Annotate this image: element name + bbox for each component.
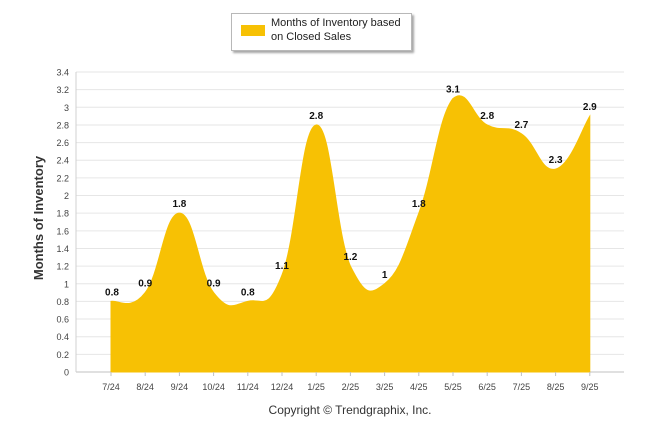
- data-label: 1.8: [412, 199, 426, 210]
- y-tick-label: 2.2: [56, 173, 69, 183]
- x-tick-label: 6/25: [478, 382, 496, 392]
- y-tick-label: 2: [64, 191, 69, 201]
- data-labels: 0.8 0.9 1.8 0.9 0.8 1.1 2.8 1.2 1 1.8 3.1 2.8 2.7 2.3…: [105, 84, 597, 298]
- y-tick-label: 0: [64, 368, 69, 378]
- y-axis-title: Months of Inventory: [31, 155, 46, 280]
- y-tick-label: 2.8: [56, 120, 69, 130]
- data-label: 0.9: [138, 279, 152, 290]
- x-tick-label: 11/24: [237, 382, 259, 392]
- x-tick-label: 5/25: [444, 382, 462, 392]
- x-tick-label: 2/25: [342, 382, 360, 392]
- x-tick-label: 8/25: [547, 382, 565, 392]
- y-tick-label: 0.6: [56, 315, 69, 325]
- x-tick-label: 3/25: [376, 382, 394, 392]
- x-tick-label: 1/25: [307, 382, 325, 392]
- data-label: 2.9: [583, 102, 597, 113]
- legend-label: Months of Inventory based on Closed Sale…: [271, 17, 401, 43]
- data-label: 2.8: [309, 111, 323, 122]
- copyright-text: Copyright © Trendgraphix, Inc.: [268, 403, 432, 417]
- y-tick-label: 1.8: [56, 209, 69, 219]
- y-tick-label: 1: [64, 279, 69, 289]
- data-label: 1.8: [172, 199, 186, 210]
- data-label: 0.9: [207, 279, 221, 290]
- y-axis-ticks: 0 0.2 0.4 0.6 0.8 1 1.2 1.4 1.6 1.8 2 2.2 2.4 2.6 2.8 3…: [56, 68, 69, 378]
- x-tick-label: 9/24: [171, 382, 189, 392]
- data-label: 3.1: [446, 84, 460, 95]
- legend[interactable]: Months of Inventory based on Closed Sale…: [231, 13, 412, 51]
- y-tick-label: 2.6: [56, 138, 69, 148]
- y-tick-label: 1.2: [56, 262, 69, 272]
- x-tick-label: 8/24: [136, 382, 154, 392]
- y-tick-label: 1.6: [56, 226, 69, 236]
- y-tick-label: 0.8: [56, 297, 69, 307]
- data-label: 1.2: [343, 252, 357, 263]
- x-tick-label: 9/25: [581, 382, 599, 392]
- y-tick-label: 2.4: [56, 156, 69, 166]
- data-label: 2.7: [514, 120, 528, 131]
- data-label: 1.1: [275, 261, 289, 272]
- y-tick-label: 3: [64, 103, 69, 113]
- y-tick-label: 0.2: [56, 350, 69, 360]
- data-label: 0.8: [241, 287, 255, 298]
- x-axis-ticks: 7/24 8/24 9/24 10/24 11/24 12/24 1/25 2/25 3/25 4…: [102, 372, 599, 392]
- area-fill[interactable]: [110, 95, 591, 373]
- x-tick-label: 10/24: [202, 382, 225, 392]
- x-tick-label: 4/25: [410, 382, 428, 392]
- y-tick-label: 3.2: [56, 85, 69, 95]
- y-tick-label: 0.4: [56, 332, 69, 342]
- data-label: 1: [382, 270, 388, 281]
- y-tick-label: 3.4: [56, 68, 69, 78]
- x-tick-label: 7/24: [102, 382, 120, 392]
- area-series: [110, 95, 591, 373]
- data-label: 2.8: [480, 111, 494, 122]
- data-label: 2.3: [549, 155, 563, 166]
- y-tick-label: 1.4: [56, 244, 69, 254]
- legend-swatch: [241, 25, 265, 36]
- data-label: 0.8: [105, 287, 119, 298]
- x-tick-label: 12/24: [271, 382, 294, 392]
- x-tick-label: 7/25: [513, 382, 531, 392]
